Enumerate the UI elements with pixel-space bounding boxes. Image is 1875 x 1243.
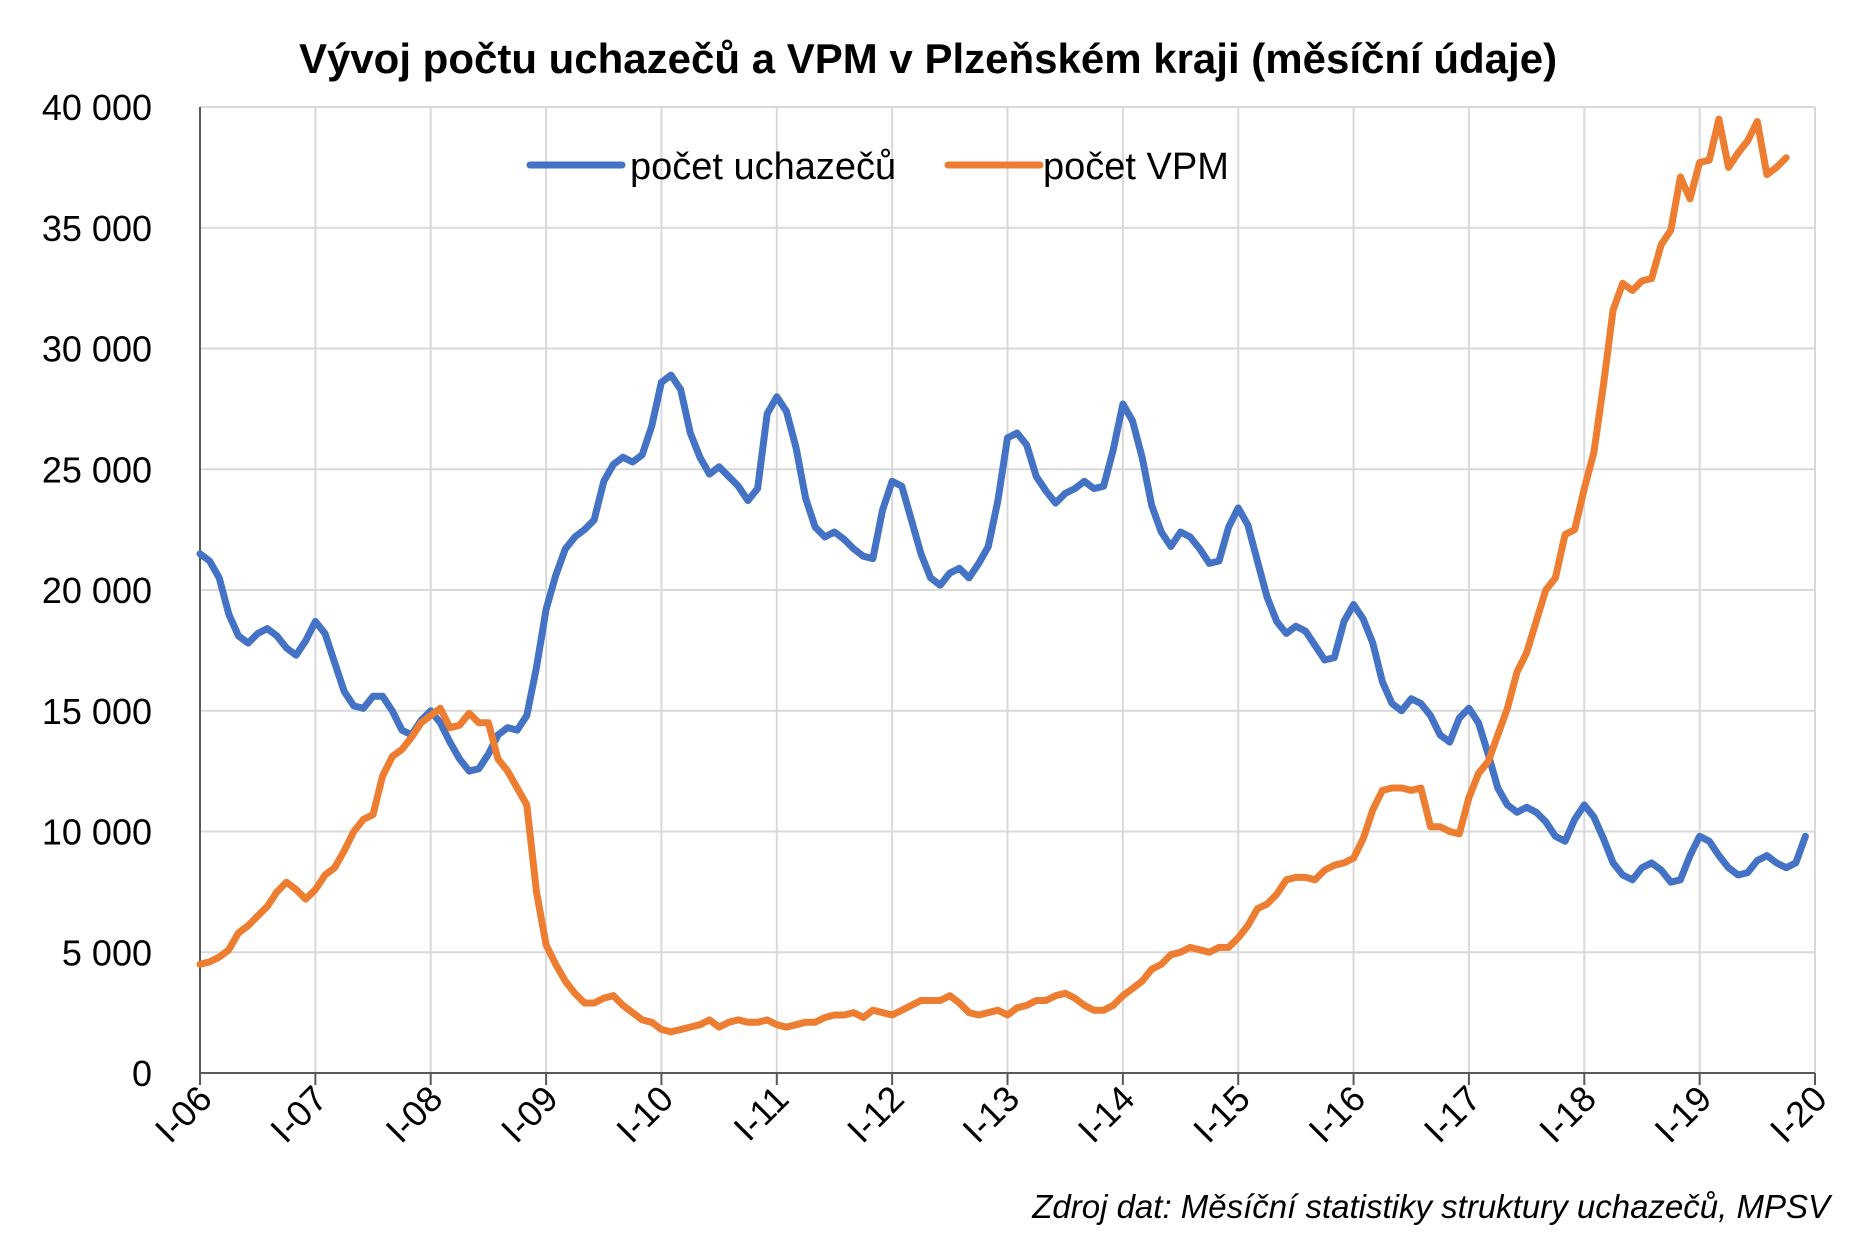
x-tick-label: I-08 [378,1078,451,1151]
x-tick-label: I-11 [725,1078,796,1149]
legend-label-pocet-uchazecu: počet uchazečů [630,146,896,188]
source-note: Zdroj dat: Měsíční statistiky struktury … [1031,1188,1833,1225]
x-tick-label: I-18 [1531,1078,1604,1151]
y-tick-label: 15 000 [42,691,152,732]
x-tick-labels: I-06 I-07 I-08 I-09 I-10 I-11 I-12 I-13 I-14 I-15… [147,1078,1835,1151]
x-tick-label: I-10 [608,1078,681,1151]
y-tick-label: 25 000 [42,449,152,490]
axes [199,107,1816,1085]
y-tick-label: 35 000 [42,208,152,249]
y-tick-label: 30 000 [42,329,152,370]
series-line-pocet-uchazecu [196,371,1809,886]
x-tick-label: I-16 [1300,1078,1373,1151]
y-tick-label: 40 000 [42,87,152,128]
y-tick-label: 0 [132,1053,152,1094]
legend-label-pocet-vpm: počet VPM [1043,146,1229,188]
x-tick-label: I-20 [1762,1078,1835,1151]
x-tick-label: I-14 [1070,1078,1143,1151]
x-tick-label: I-06 [147,1078,220,1151]
chart-title: Vývoj počtu uchazečů a VPM v Plzeňském k… [299,35,1557,82]
y-tick-label: 10 000 [42,812,152,853]
x-tick-label: I-15 [1185,1078,1258,1151]
series-lines [196,115,1809,1036]
x-tick-label: I-13 [954,1078,1027,1151]
x-tick-label: I-07 [262,1078,335,1151]
x-tick-label: I-12 [839,1078,912,1151]
x-tick-label: I-09 [493,1078,566,1151]
y-tick-label: 20 000 [42,570,152,611]
x-tick-label: I-19 [1646,1078,1719,1151]
legend: počet uchazečů počet VPM [526,146,1229,188]
series-line-pocet-vpm [196,115,1790,1036]
y-tick-labels: 0 5 000 10 000 15 000 20 000 25 000 30 000 35 0… [42,87,152,1094]
grid-lines [200,106,1816,1073]
x-tick-label: I-17 [1416,1078,1489,1151]
y-tick-label: 5 000 [62,932,152,973]
